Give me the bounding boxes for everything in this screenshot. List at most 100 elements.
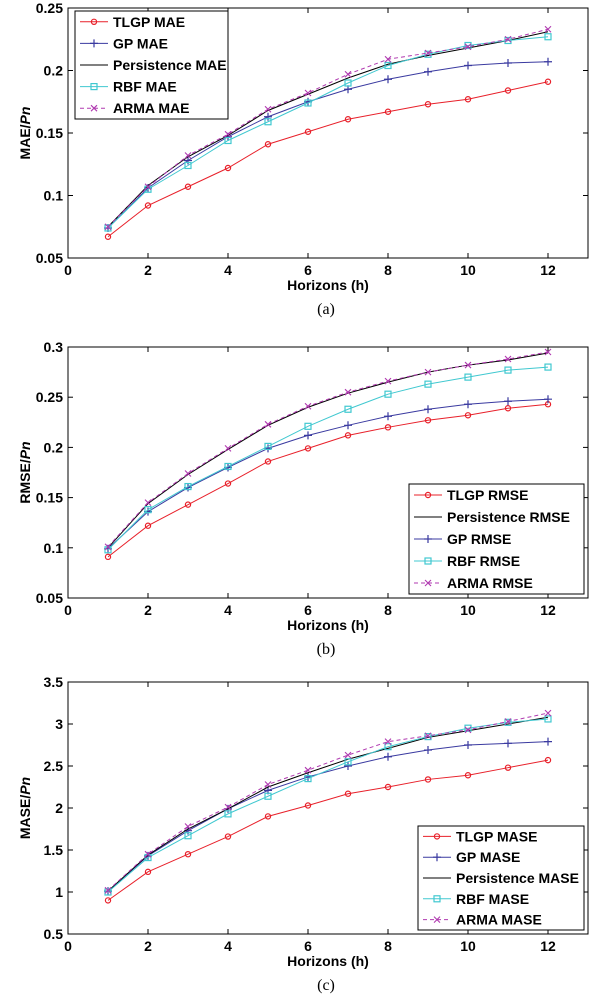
- data-point: [424, 776, 432, 783]
- legend-entry-label: GP RMSE: [447, 531, 511, 547]
- y-tick-label: 0.15: [36, 490, 63, 506]
- y-tick-label: 0.25: [36, 389, 63, 405]
- panel-caption: (a): [317, 301, 335, 318]
- series-line: [107, 716, 549, 892]
- data-point: [384, 390, 392, 398]
- y-tick-label: 0.25: [36, 0, 63, 16]
- data-point: [304, 802, 312, 809]
- data-point: [144, 868, 152, 876]
- data-point: [384, 55, 392, 63]
- data-point: [544, 395, 552, 404]
- y-tick-label: 2: [55, 800, 63, 816]
- series-arma-rmse: [104, 348, 552, 551]
- data-point: [264, 813, 272, 820]
- series-line: [107, 741, 549, 892]
- x-tick-label: 0: [64, 602, 72, 618]
- data-point: [344, 388, 352, 396]
- data-point: [504, 366, 512, 374]
- data-point: [104, 886, 112, 894]
- x-tick-label: 12: [540, 602, 556, 618]
- data-point: [544, 25, 552, 33]
- legend-entry-label: ARMA MASE: [456, 912, 542, 928]
- data-point: [224, 164, 232, 172]
- legend: TLGP MAE GP MAE Persistence MAE RBF MAE ARMA…: [74, 10, 229, 120]
- data-point: [304, 431, 312, 440]
- series-line: [107, 36, 549, 229]
- data-point: [424, 746, 432, 755]
- data-point: [384, 752, 392, 761]
- data-point: [384, 377, 392, 385]
- data-point: [384, 108, 392, 115]
- data-point: [144, 506, 152, 514]
- data-point: [544, 57, 552, 66]
- data-point: [104, 897, 112, 904]
- series-line: [107, 718, 549, 893]
- legend-entry-label: GP MAE: [113, 35, 168, 51]
- data-point: [384, 783, 392, 791]
- data-point: [264, 781, 272, 788]
- data-point: [304, 128, 312, 135]
- x-axis-label: Horizons (h): [287, 277, 369, 293]
- legend-entry-label: TLGP MASE: [456, 828, 537, 844]
- data-point: [464, 400, 472, 409]
- y-tick-label: 3: [55, 716, 63, 732]
- y-tick-label: 3.5: [44, 674, 64, 690]
- x-tick-label: 2: [144, 602, 152, 618]
- data-point: [504, 35, 512, 43]
- data-point: [184, 832, 192, 840]
- data-point: [464, 96, 472, 103]
- data-point: [504, 739, 512, 748]
- data-point: [344, 432, 352, 439]
- panel-caption: (c): [317, 977, 335, 994]
- x-tick-label: 0: [64, 938, 72, 954]
- data-point: [184, 183, 192, 190]
- data-point: [424, 49, 432, 57]
- chart-panel-1: 0 2 4 6 8 10 12 0.05 0.1 0.15 0.2 0.25 Horizons (h) M…: [17, 0, 589, 318]
- series-line: [107, 759, 549, 901]
- series-persistence-mase: [107, 716, 549, 892]
- x-tick-label: 10: [460, 262, 476, 278]
- data-point: [464, 41, 472, 50]
- data-point: [184, 823, 192, 830]
- data-point: [464, 43, 472, 51]
- data-point: [304, 89, 312, 97]
- data-point: [464, 724, 472, 732]
- data-point: [224, 810, 232, 818]
- legend-entry-label: Persistence MAE: [113, 57, 227, 73]
- data-point: [264, 141, 272, 148]
- data-point: [544, 348, 552, 356]
- y-tick-label: 1.5: [44, 842, 64, 858]
- series-rbf-mae: [104, 33, 552, 232]
- data-point: [304, 99, 312, 107]
- series-line: [107, 61, 549, 229]
- data-point: [544, 33, 552, 41]
- legend-swatch-marker: [433, 833, 441, 840]
- data-point: [304, 402, 312, 410]
- data-point: [424, 405, 432, 414]
- data-point: [424, 50, 432, 58]
- x-tick-label: 8: [384, 938, 392, 954]
- data-point: [344, 405, 352, 413]
- y-tick-label: 0.15: [36, 125, 63, 141]
- y-tick-label: 1: [55, 884, 63, 900]
- data-point: [304, 774, 312, 783]
- series-persistence-rmse: [107, 352, 549, 549]
- legend-swatch-marker: [433, 853, 441, 862]
- data-point: [464, 373, 472, 381]
- data-point: [304, 445, 312, 452]
- legend-swatch-marker: [90, 18, 98, 25]
- legend-swatch-marker: [90, 82, 98, 91]
- legend-entry-label: RBF MAE: [113, 79, 177, 95]
- legend-entry-label: ARMA RMSE: [447, 575, 533, 591]
- x-tick-label: 10: [460, 938, 476, 954]
- data-point: [144, 183, 152, 191]
- data-point: [224, 445, 232, 452]
- data-point: [344, 758, 352, 766]
- series-persistence-mae: [107, 31, 549, 228]
- series-line: [107, 81, 549, 238]
- y-tick-label: 0.3: [44, 339, 64, 355]
- data-point: [504, 355, 512, 363]
- data-point: [264, 105, 272, 113]
- data-point: [424, 417, 432, 424]
